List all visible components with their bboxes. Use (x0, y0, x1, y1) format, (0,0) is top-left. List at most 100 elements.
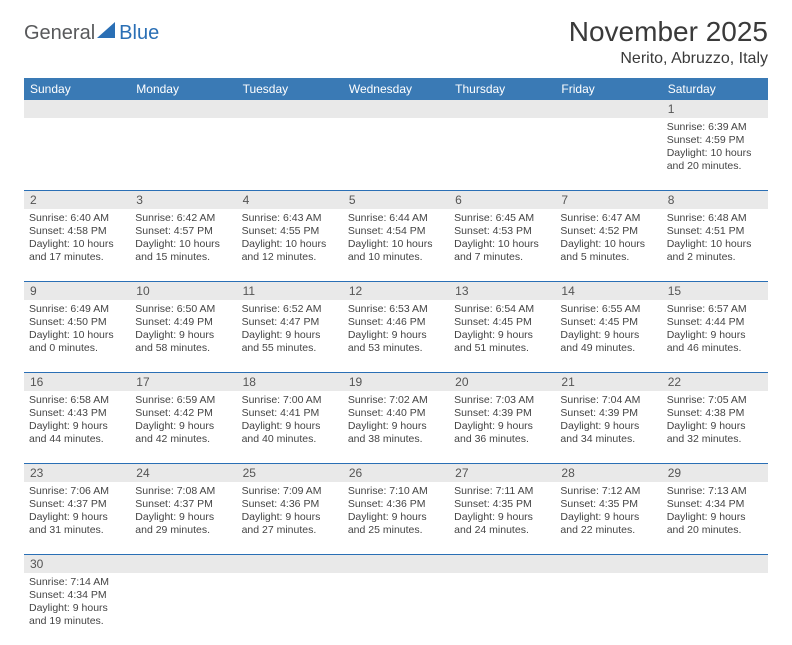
daylight-text: Daylight: 9 hours (560, 329, 656, 342)
day-cell: Sunrise: 6:42 AMSunset: 4:57 PMDaylight:… (130, 209, 236, 281)
day-number (343, 100, 449, 118)
day-number: 8 (662, 191, 768, 209)
daylight-text: Daylight: 9 hours (667, 329, 763, 342)
sunrise-text: Sunrise: 6:55 AM (560, 303, 656, 316)
sunset-text: Sunset: 4:36 PM (348, 498, 444, 511)
sunset-text: Sunset: 4:37 PM (135, 498, 231, 511)
sunrise-text: Sunrise: 6:45 AM (454, 212, 550, 225)
day-number: 4 (237, 191, 343, 209)
day-number: 18 (237, 373, 343, 391)
daylight-text: and 10 minutes. (348, 251, 444, 264)
daylight-text: Daylight: 10 hours (29, 329, 125, 342)
sunrise-text: Sunrise: 6:40 AM (29, 212, 125, 225)
day-cell (343, 118, 449, 190)
sunrise-text: Sunrise: 7:04 AM (560, 394, 656, 407)
day-cell: Sunrise: 6:44 AMSunset: 4:54 PMDaylight:… (343, 209, 449, 281)
sunrise-text: Sunrise: 6:44 AM (348, 212, 444, 225)
day-of-week-row: SundayMondayTuesdayWednesdayThursdayFrid… (24, 78, 768, 100)
day-number (24, 100, 130, 118)
day-cell: Sunrise: 7:13 AMSunset: 4:34 PMDaylight:… (662, 482, 768, 554)
daylight-text: and 42 minutes. (135, 433, 231, 446)
week-row: Sunrise: 7:14 AMSunset: 4:34 PMDaylight:… (24, 573, 768, 645)
sunrise-text: Sunrise: 6:39 AM (667, 121, 763, 134)
sunset-text: Sunset: 4:58 PM (29, 225, 125, 238)
day-number: 17 (130, 373, 236, 391)
day-cell: Sunrise: 6:58 AMSunset: 4:43 PMDaylight:… (24, 391, 130, 463)
sunset-text: Sunset: 4:42 PM (135, 407, 231, 420)
day-number (449, 555, 555, 573)
daylight-text: Daylight: 9 hours (29, 511, 125, 524)
daylight-text: Daylight: 10 hours (29, 238, 125, 251)
sunrise-text: Sunrise: 7:08 AM (135, 485, 231, 498)
day-cell: Sunrise: 7:12 AMSunset: 4:35 PMDaylight:… (555, 482, 661, 554)
sunrise-text: Sunrise: 6:43 AM (242, 212, 338, 225)
day-number-row: 23242526272829 (24, 464, 768, 482)
week-row: Sunrise: 6:40 AMSunset: 4:58 PMDaylight:… (24, 209, 768, 282)
day-cell: Sunrise: 6:59 AMSunset: 4:42 PMDaylight:… (130, 391, 236, 463)
sunrise-text: Sunrise: 6:57 AM (667, 303, 763, 316)
day-number: 25 (237, 464, 343, 482)
sunrise-text: Sunrise: 6:49 AM (29, 303, 125, 316)
sunset-text: Sunset: 4:54 PM (348, 225, 444, 238)
sunrise-text: Sunrise: 6:53 AM (348, 303, 444, 316)
daylight-text: Daylight: 10 hours (135, 238, 231, 251)
daylight-text: Daylight: 9 hours (454, 329, 550, 342)
day-number (130, 555, 236, 573)
day-number-row: 30 (24, 555, 768, 573)
day-number: 15 (662, 282, 768, 300)
day-cell: Sunrise: 7:02 AMSunset: 4:40 PMDaylight:… (343, 391, 449, 463)
sunset-text: Sunset: 4:47 PM (242, 316, 338, 329)
sunset-text: Sunset: 4:34 PM (29, 589, 125, 602)
daylight-text: and 5 minutes. (560, 251, 656, 264)
day-cell: Sunrise: 6:48 AMSunset: 4:51 PMDaylight:… (662, 209, 768, 281)
day-cell (555, 118, 661, 190)
day-number (662, 555, 768, 573)
day-number: 9 (24, 282, 130, 300)
day-number: 1 (662, 100, 768, 118)
daylight-text: and 25 minutes. (348, 524, 444, 537)
day-cell: Sunrise: 6:43 AMSunset: 4:55 PMDaylight:… (237, 209, 343, 281)
sunrise-text: Sunrise: 7:11 AM (454, 485, 550, 498)
sunrise-text: Sunrise: 7:02 AM (348, 394, 444, 407)
sunset-text: Sunset: 4:43 PM (29, 407, 125, 420)
sunrise-text: Sunrise: 7:00 AM (242, 394, 338, 407)
sunset-text: Sunset: 4:57 PM (135, 225, 231, 238)
month-title: November 2025 (569, 16, 768, 48)
day-number: 23 (24, 464, 130, 482)
sunset-text: Sunset: 4:36 PM (242, 498, 338, 511)
day-cell: Sunrise: 6:49 AMSunset: 4:50 PMDaylight:… (24, 300, 130, 372)
week-row: Sunrise: 6:58 AMSunset: 4:43 PMDaylight:… (24, 391, 768, 464)
daylight-text: Daylight: 9 hours (560, 511, 656, 524)
week-row: Sunrise: 6:39 AMSunset: 4:59 PMDaylight:… (24, 118, 768, 191)
daylight-text: Daylight: 10 hours (348, 238, 444, 251)
sunset-text: Sunset: 4:52 PM (560, 225, 656, 238)
daylight-text: Daylight: 9 hours (348, 420, 444, 433)
day-cell (662, 573, 768, 645)
day-number: 16 (24, 373, 130, 391)
daylight-text: and 24 minutes. (454, 524, 550, 537)
day-number (555, 555, 661, 573)
sunset-text: Sunset: 4:35 PM (454, 498, 550, 511)
daylight-text: and 27 minutes. (242, 524, 338, 537)
day-number (449, 100, 555, 118)
daylight-text: and 40 minutes. (242, 433, 338, 446)
day-cell: Sunrise: 7:00 AMSunset: 4:41 PMDaylight:… (237, 391, 343, 463)
daylight-text: Daylight: 9 hours (135, 511, 231, 524)
day-cell (130, 118, 236, 190)
logo-text-general: General (24, 22, 95, 45)
day-cell: Sunrise: 7:10 AMSunset: 4:36 PMDaylight:… (343, 482, 449, 554)
daylight-text: Daylight: 9 hours (560, 420, 656, 433)
header: General Blue November 2025 Nerito, Abruz… (24, 16, 768, 68)
sunset-text: Sunset: 4:38 PM (667, 407, 763, 420)
sunset-text: Sunset: 4:34 PM (667, 498, 763, 511)
day-cell (237, 118, 343, 190)
sunset-text: Sunset: 4:35 PM (560, 498, 656, 511)
calendar: SundayMondayTuesdayWednesdayThursdayFrid… (24, 78, 768, 645)
daylight-text: and 22 minutes. (560, 524, 656, 537)
day-number: 3 (130, 191, 236, 209)
day-cell: Sunrise: 6:45 AMSunset: 4:53 PMDaylight:… (449, 209, 555, 281)
daylight-text: and 20 minutes. (667, 160, 763, 173)
day-number: 19 (343, 373, 449, 391)
day-number (237, 100, 343, 118)
day-number: 20 (449, 373, 555, 391)
